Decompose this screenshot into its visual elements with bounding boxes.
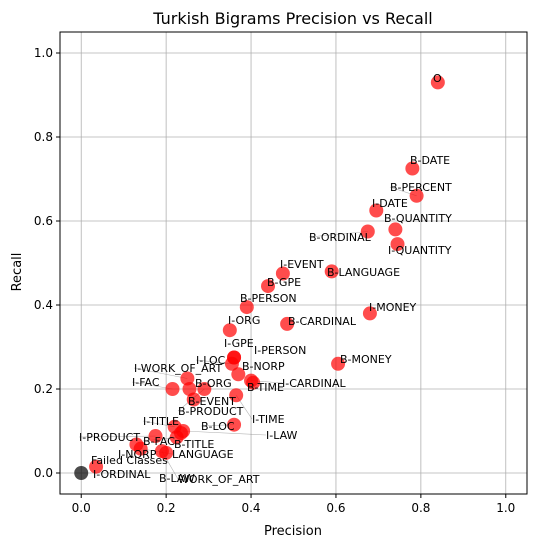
label-leader-line xyxy=(183,430,267,436)
point-label: B-CARDINAL xyxy=(288,315,357,328)
data-point xyxy=(229,388,244,403)
point-label: I-GPE xyxy=(224,337,254,350)
data-point xyxy=(244,373,259,388)
data-point xyxy=(239,300,254,315)
data-point xyxy=(186,392,201,407)
data-point xyxy=(154,444,169,459)
point-label: B-TIME xyxy=(247,381,284,394)
data-point xyxy=(148,429,163,444)
point-label: I-NORP xyxy=(118,448,157,461)
data-point xyxy=(409,188,424,203)
y-tick-label: 0.0 xyxy=(34,466,53,480)
point-label: B-MONEY xyxy=(340,353,392,366)
data-point xyxy=(227,417,242,432)
point-label: B-LANGUAGE xyxy=(327,266,400,279)
point-label: I-PERSON xyxy=(254,344,306,357)
data-point xyxy=(275,266,290,281)
data-point xyxy=(173,426,188,441)
point-label: I-TITLE xyxy=(143,415,179,428)
label-leader-line xyxy=(308,231,368,238)
data-point xyxy=(224,356,239,371)
data-point xyxy=(182,382,197,396)
point-label: B-LAW xyxy=(159,472,195,485)
data-point xyxy=(261,279,276,294)
point-label: Failed Classes xyxy=(91,454,168,467)
data-point xyxy=(360,224,375,239)
data-point xyxy=(165,382,180,396)
point-label: I-FAC xyxy=(132,376,160,389)
data-point xyxy=(231,367,246,382)
point-label: B-GPE xyxy=(267,276,301,289)
data-point xyxy=(89,459,104,474)
x-tick-label: 0.6 xyxy=(326,501,345,515)
point-label: B-DATE xyxy=(410,154,450,167)
chart-title: Turkish Bigrams Precision vs Recall xyxy=(152,9,432,28)
point-label: B-EVENT xyxy=(188,395,236,408)
y-tick-label: 0.4 xyxy=(34,298,53,312)
y-tick-label: 0.8 xyxy=(34,130,53,144)
point-label: I-LAW xyxy=(266,429,298,442)
data-points xyxy=(74,75,445,480)
point-label: B-NORP xyxy=(242,360,285,373)
point-label: B-ORG xyxy=(195,377,232,390)
x-tick-label: 0.0 xyxy=(72,501,91,515)
point-label: B-ORDINAL xyxy=(309,231,372,244)
point-label: I-QUANTITY xyxy=(388,244,452,257)
x-tick-label: 1.0 xyxy=(496,501,515,515)
point-labels: O B-DATE B-PERCENT I-DATE B-QUANTITY B-ORDINA… xyxy=(79,72,452,486)
data-point xyxy=(133,441,148,456)
data-point xyxy=(362,306,377,321)
grid xyxy=(60,32,527,494)
point-label: I-ORG xyxy=(228,314,260,327)
data-point xyxy=(390,237,405,252)
label-leader-line xyxy=(133,367,188,379)
point-label: B-PRODUCT xyxy=(178,405,244,418)
point-label: B-FAC xyxy=(143,435,175,448)
data-point xyxy=(369,203,384,218)
label-leader-line xyxy=(78,435,156,438)
point-label: B-QUANTITY xyxy=(384,212,452,225)
data-point xyxy=(388,222,403,237)
tick-labels: 0.0 0.2 0.4 0.6 0.8 1.0 0.0 0.2 0.4 0.6 0.8 1.0 xyxy=(34,46,515,515)
point-label: I-LOC xyxy=(196,354,226,367)
point-label: B-PERSON xyxy=(240,292,297,305)
data-point xyxy=(222,323,237,338)
y-axis-label: Recall xyxy=(10,253,25,292)
point-label: LANGUAGE xyxy=(172,448,234,461)
point-label: B-LOC xyxy=(201,420,235,433)
x-axis-label: Precision xyxy=(264,524,322,539)
data-point xyxy=(197,382,212,396)
data-point xyxy=(280,316,295,331)
point-label: I-ORDINAL xyxy=(93,468,151,481)
point-label: B-TITLE xyxy=(174,438,214,451)
point-label: B-PERCENT xyxy=(390,181,452,194)
point-label: I-WORK_OF_ART xyxy=(134,362,223,375)
point-label: I-EVENT xyxy=(280,258,324,271)
x-tick-label: 0.4 xyxy=(241,501,260,515)
data-point xyxy=(331,356,346,371)
point-label: I-PRODUCT xyxy=(79,431,140,444)
point-label: I-MONEY xyxy=(369,301,417,314)
data-point xyxy=(180,371,195,386)
failed-classes-point xyxy=(74,466,89,480)
data-point xyxy=(324,264,339,279)
plot-frame xyxy=(59,31,528,495)
x-tick-label: 0.2 xyxy=(157,501,176,515)
point-label: I-DATE xyxy=(372,197,408,210)
point-label: I-CARDINAL xyxy=(282,377,347,390)
data-point xyxy=(430,75,445,90)
point-label: O xyxy=(433,72,442,85)
y-tick-label: 1.0 xyxy=(34,46,53,60)
y-tick-label: 0.6 xyxy=(34,214,53,228)
x-tick-label: 0.8 xyxy=(411,501,430,515)
point-label: I-TIME xyxy=(252,413,285,426)
point-label: WORK_OF_ART xyxy=(178,473,260,486)
data-point xyxy=(405,161,420,176)
y-tick-label: 0.2 xyxy=(34,382,53,396)
